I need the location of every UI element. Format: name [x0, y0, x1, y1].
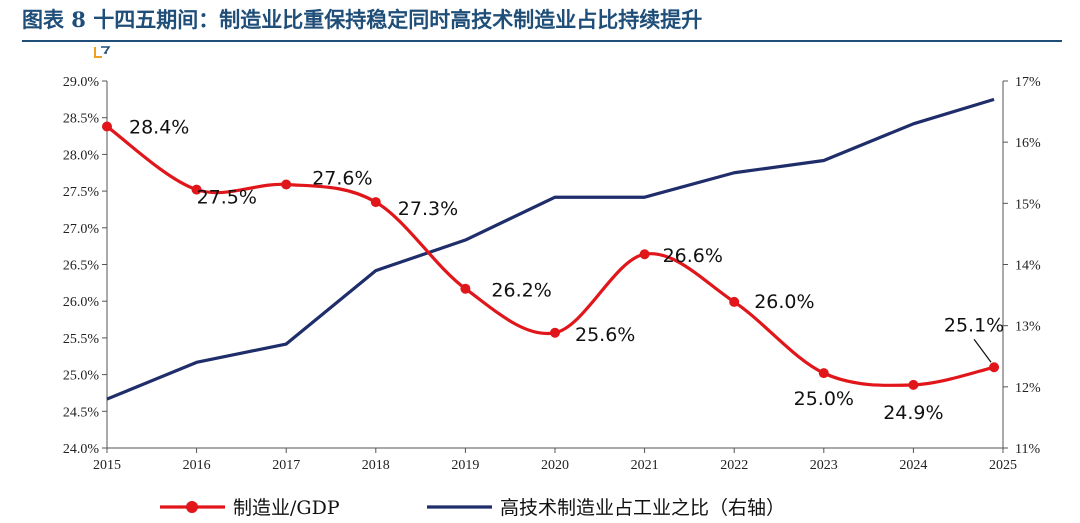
data-label: 25.6% [575, 324, 635, 346]
data-label: 26.2% [491, 280, 551, 302]
manufacturing-point [818, 368, 829, 379]
left-tick-label: 24.5% [63, 405, 100, 420]
manufacturing-gdp-line [105, 124, 996, 387]
x-tick-label: 2023 [810, 458, 838, 473]
label-leader-line [973, 338, 992, 363]
chart-title: 图表 8 十四五期间：制造业比重保持稳定同时高技术制造业占比持续提升 [22, 7, 703, 32]
right-tick-label: 17% [1015, 75, 1041, 90]
manufacturing-point [102, 121, 112, 132]
legend-marker-manufacturing [186, 501, 198, 513]
left-tick-label: 27.5% [63, 185, 100, 200]
manufacturing-point [550, 327, 560, 338]
legend-label-hightech: 高技术制造业占工业之比（右轴） [500, 497, 785, 519]
manufacturing-point [281, 179, 292, 190]
left-tick-label: 28.0% [63, 148, 100, 163]
right-tick-label: 15% [1015, 197, 1041, 212]
data-label: 25.0% [794, 388, 854, 410]
x-tick-label: 2025 [989, 458, 1017, 473]
right-tick-label: 14% [1015, 259, 1041, 274]
manufacturing-point [460, 283, 471, 294]
data-label: 28.4% [129, 117, 189, 139]
x-tick-label: 2018 [362, 458, 390, 473]
title-divider [22, 40, 1062, 42]
left-tick-label: 25.0% [63, 369, 100, 384]
data-label: 26.0% [754, 291, 814, 313]
data-label: 27.6% [312, 167, 372, 189]
left-tick-label: 26.5% [63, 259, 100, 274]
left-tick-label: 26.0% [63, 295, 100, 310]
manufacturing-point [639, 249, 650, 260]
manufacturing-point [370, 197, 381, 208]
data-label: 27.5% [197, 187, 257, 209]
legend-label-manufacturing: 制造业/GDP [233, 497, 340, 519]
left-tick-label: 24.0% [63, 442, 100, 457]
right-tick-label: 11% [1015, 442, 1040, 457]
x-tick-label: 2020 [541, 458, 569, 473]
x-tick-label: 2024 [899, 458, 927, 473]
manufacturing-point [908, 379, 919, 390]
data-label: 27.3% [398, 198, 458, 220]
left-tick-label: 25.5% [63, 332, 100, 347]
right-tick-label: 16% [1015, 136, 1041, 151]
x-tick-label: 2022 [720, 458, 748, 473]
left-tick-label: 28.5% [63, 112, 100, 127]
data-label: 26.6% [663, 245, 723, 267]
x-tick-label: 2019 [451, 458, 479, 473]
manufacturing-point [191, 184, 202, 195]
data-label: 24.9% [883, 402, 943, 424]
x-tick-label: 2015 [93, 458, 121, 473]
right-tick-label: 13% [1015, 320, 1041, 335]
left-tick-label: 27.0% [63, 222, 100, 237]
x-tick-label: 2017 [272, 458, 300, 473]
x-tick-label: 2021 [631, 458, 659, 473]
hightech-share-line [106, 97, 995, 401]
manufacturing-point [989, 362, 1000, 373]
data-label: 25.1% [944, 314, 1004, 336]
logo-icon [94, 46, 111, 58]
manufacturing-point [729, 296, 740, 307]
right-tick-label: 12% [1015, 381, 1041, 396]
left-tick-label: 29.0% [63, 75, 100, 90]
x-tick-label: 2016 [183, 458, 211, 473]
